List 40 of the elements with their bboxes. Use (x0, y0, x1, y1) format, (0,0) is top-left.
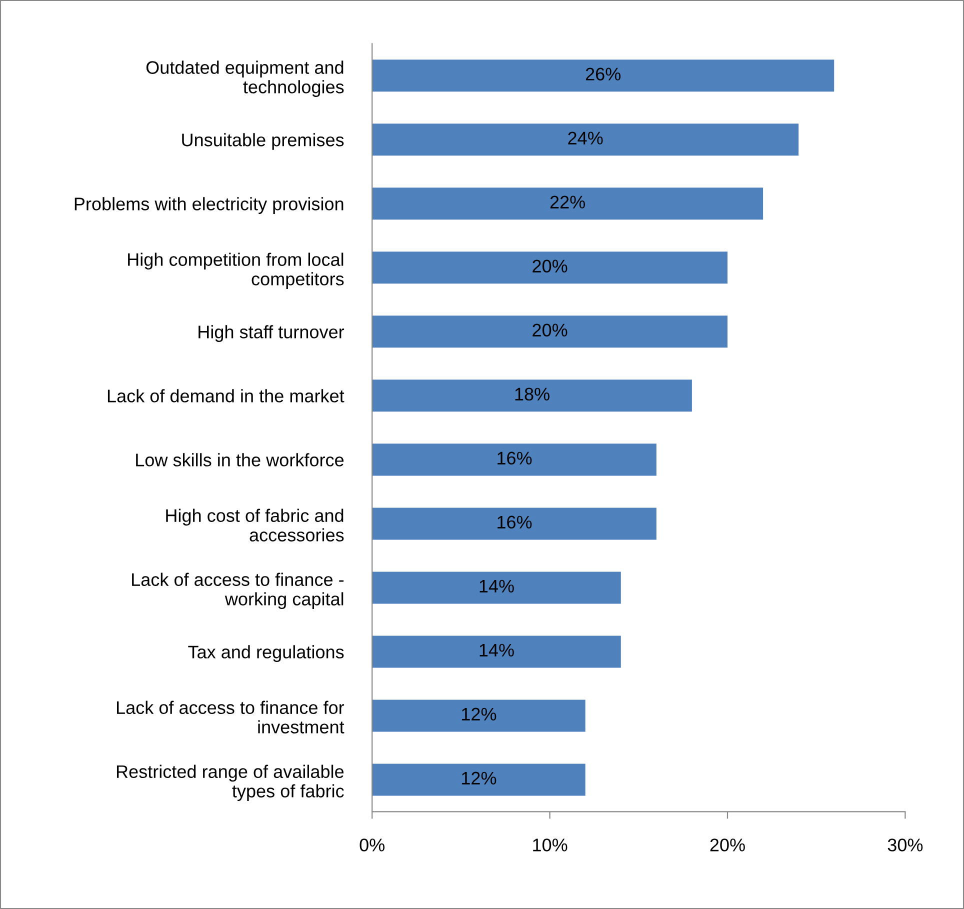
data-label: 12% (462, 772, 496, 785)
data-label: 26% (586, 68, 621, 80)
x-tick-label: 30% (888, 838, 923, 852)
data-label: 20% (532, 324, 568, 337)
y-tick-label: Problems with electricity provision (74, 197, 344, 214)
y-tick-label: High cost of fabric and accessories (166, 508, 344, 542)
y-tick-label: Lack of demand in the market (108, 389, 344, 402)
bar (372, 124, 799, 156)
x-tick-label: 10% (533, 838, 568, 852)
y-tick-label: High staff turnover (198, 325, 344, 342)
bar (372, 444, 656, 476)
y-tick-label: Restricted range of available types of fabric (116, 764, 344, 802)
bar (372, 316, 728, 348)
x-tick-label: 0% (360, 838, 385, 852)
y-tick-label: Lack of access to finance - working capital (132, 572, 344, 610)
bar (372, 380, 692, 412)
data-label: 22% (550, 196, 585, 208)
data-label: 12% (462, 708, 496, 720)
data-label: 14% (480, 580, 514, 592)
bar (372, 252, 728, 284)
bar (372, 636, 621, 668)
x-tick-label: 20% (710, 838, 745, 852)
bar (372, 764, 586, 796)
bar (372, 700, 586, 732)
bar (372, 60, 834, 92)
data-label: 20% (532, 260, 568, 273)
bar (372, 572, 621, 604)
y-tick-label: Low skills in the workforce (136, 453, 344, 466)
y-tick-label: Unsuitable premises (182, 133, 344, 150)
data-label: 14% (480, 644, 514, 656)
y-tick-label: Lack of access to finance for investment (117, 700, 344, 734)
data-label: 16% (498, 452, 532, 465)
bar (372, 188, 764, 220)
bar (372, 508, 656, 540)
y-tick-label: Outdated equipment and technologies (146, 60, 344, 97)
data-label: 18% (515, 388, 550, 401)
y-tick-label: Tax and regulations (188, 645, 344, 662)
y-tick-label: High competition from local competitors (128, 252, 344, 289)
data-label: 16% (498, 516, 532, 529)
data-label: 24% (568, 132, 603, 144)
